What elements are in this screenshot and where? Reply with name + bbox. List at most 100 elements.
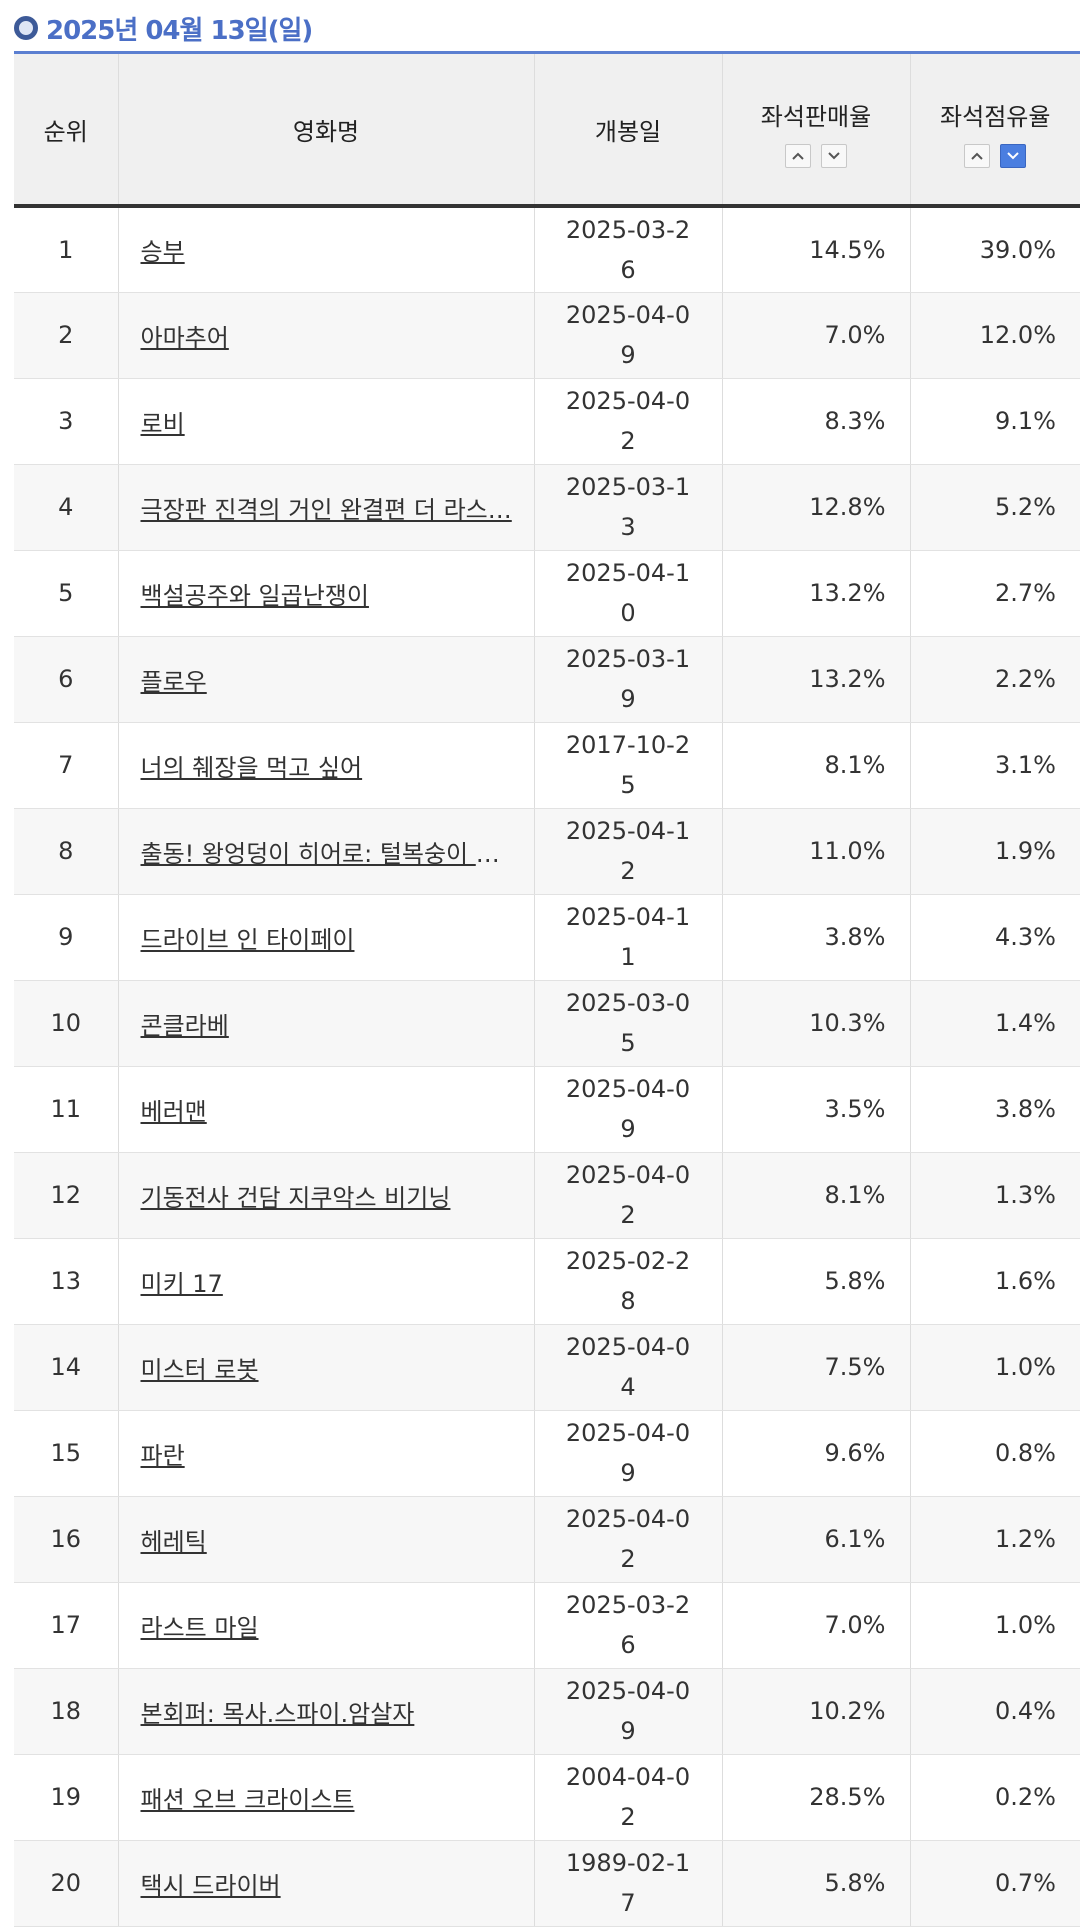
share-rate-cell: 0.2% [909, 1754, 1080, 1841]
share-rate-sort-asc-button[interactable] [964, 143, 991, 168]
release-date-cell: 2025-04-02 [533, 378, 722, 465]
rank-cell: 16 [14, 1496, 118, 1583]
sales-rate-sort-asc-button[interactable] [785, 143, 811, 168]
movie-title-link[interactable]: 극장판 진격의 거인 완결편 더 라스… [140, 495, 512, 524]
movie-title-link[interactable]: 베러맨 [140, 1097, 207, 1126]
movie-title-link[interactable]: 미키 17 [140, 1269, 223, 1298]
rank-cell: 12 [14, 1152, 118, 1239]
date-heading: 2025년 04월 13일(일) [14, 8, 313, 48]
rank-cell: 8 [14, 808, 118, 895]
rank-cell: 15 [14, 1410, 118, 1497]
share-rate-cell: 1.3% [909, 1152, 1080, 1239]
sales-rate-cell: 6.1% [721, 1496, 910, 1583]
chevron-up-icon [792, 152, 804, 160]
share-rate-cell: 2.2% [909, 636, 1080, 723]
date-heading-text: 2025년 04월 13일(일) [46, 15, 313, 46]
sales-rate-cell: 28.5% [721, 1754, 910, 1841]
sales-rate-cell: 7.0% [721, 1582, 910, 1669]
rank-cell: 14 [14, 1324, 118, 1411]
sales-rate-cell: 11.0% [721, 808, 910, 895]
title-cell: 택시 드라이버 [117, 1840, 534, 1927]
share-rate-cell: 1.4% [909, 980, 1080, 1067]
movie-title-link[interactable]: 미스터 로봇 [140, 1355, 259, 1384]
movie-title-link[interactable]: 백설공주와 일곱난쟁이 [140, 581, 369, 610]
share-rate-cell: 4.3% [909, 894, 1080, 981]
movie-title-link[interactable]: 드라이브 인 타이페이 [140, 925, 355, 954]
movie-title-link[interactable]: 기동전사 건담 지쿠악스 비기닝 [140, 1183, 451, 1212]
release-date-cell: 2025-03-26 [533, 206, 722, 293]
movie-title-link[interactable]: 헤레틱 [140, 1527, 207, 1556]
release-date-cell: 2025-03-13 [533, 464, 722, 551]
rank-cell: 4 [14, 464, 118, 551]
movie-title-link[interactable]: 콘클라베 [140, 1011, 229, 1040]
col-header-share-rate: 좌석점유율 [909, 54, 1080, 208]
share-rate-cell: 1.2% [909, 1496, 1080, 1583]
chevron-up-icon [971, 152, 983, 160]
release-date-cell: 2025-02-28 [533, 1238, 722, 1325]
title-cell: 드라이브 인 타이페이 [117, 894, 534, 981]
release-date-cell: 2025-03-26 [533, 1582, 722, 1669]
table-row: 5 백설공주와 일곱난쟁이 2025-04-10 13.2% 2.7% [14, 550, 1080, 637]
chevron-down-icon [1007, 151, 1019, 159]
share-rate-cell: 0.4% [909, 1668, 1080, 1755]
title-cell: 파란 [117, 1410, 534, 1497]
title-cell: 본회퍼: 목사.스파이.암살자 [117, 1668, 534, 1755]
share-rate-cell: 3.8% [909, 1066, 1080, 1153]
sales-rate-cell: 14.5% [721, 206, 910, 293]
share-rate-sort [911, 143, 1080, 168]
share-rate-sort-desc-button[interactable] [1000, 143, 1027, 168]
title-cell: 플로우 [117, 636, 534, 723]
movie-title-link[interactable]: 너의 췌장을 먹고 싶어 [140, 753, 363, 782]
table-row: 12 기동전사 건담 지쿠악스 비기닝 2025-04-02 8.1% 1.3% [14, 1152, 1080, 1239]
sales-rate-cell: 7.5% [721, 1324, 910, 1411]
table-row: 3 로비 2025-04-02 8.3% 9.1% [14, 378, 1080, 465]
rank-cell: 3 [14, 378, 118, 465]
release-date-cell: 2017-10-25 [533, 722, 722, 809]
movie-title-link[interactable]: 패션 오브 크라이스트 [140, 1785, 355, 1814]
sales-rate-cell: 5.8% [721, 1238, 910, 1325]
movie-title-link[interactable]: 라스트 마일 [140, 1613, 259, 1642]
movie-title-link[interactable]: 택시 드라이버 [140, 1871, 281, 1900]
release-date-cell: 2025-04-09 [533, 1668, 722, 1755]
title-cell: 로비 [117, 378, 534, 465]
sales-rate-label: 좌석판매율 [760, 102, 872, 131]
rank-cell: 11 [14, 1066, 118, 1153]
release-date-cell: 2025-04-09 [533, 292, 722, 379]
rank-cell: 6 [14, 636, 118, 723]
title-cell: 기동전사 건담 지쿠악스 비기닝 [117, 1152, 534, 1239]
movie-title-link[interactable]: 플로우 [140, 667, 207, 696]
col-header-sales-rate: 좌석판매율 [721, 54, 910, 208]
rank-cell: 18 [14, 1668, 118, 1755]
sales-rate-cell: 13.2% [721, 636, 910, 723]
heading-rule [14, 51, 1080, 54]
table-row: 9 드라이브 인 타이페이 2025-04-11 3.8% 4.3% [14, 894, 1080, 981]
sales-rate-cell: 3.5% [721, 1066, 910, 1153]
rank-cell: 20 [14, 1840, 118, 1927]
movie-title-link[interactable]: 본회퍼: 목사.스파이.암살자 [140, 1699, 415, 1728]
table-row: 7 너의 췌장을 먹고 싶어 2017-10-25 8.1% 3.1% [14, 722, 1080, 809]
title-cell: 미키 17 [117, 1238, 534, 1325]
table-row: 2 아마추어 2025-04-09 7.0% 12.0% [14, 292, 1080, 379]
table-row: 17 라스트 마일 2025-03-26 7.0% 1.0% [14, 1582, 1080, 1669]
share-rate-cell: 1.6% [909, 1238, 1080, 1325]
release-date-cell: 2025-03-19 [533, 636, 722, 723]
rank-cell: 19 [14, 1754, 118, 1841]
sales-rate-sort [723, 143, 910, 168]
release-date-cell: 2025-04-02 [533, 1496, 722, 1583]
share-rate-cell: 0.7% [909, 1840, 1080, 1927]
table-row: 6 플로우 2025-03-19 13.2% 2.2% [14, 636, 1080, 723]
sales-rate-cell: 8.3% [721, 378, 910, 465]
col-header-release: 개봉일 [533, 54, 722, 208]
movie-title-link[interactable]: 승부 [140, 238, 185, 267]
table-row: 18 본회퍼: 목사.스파이.암살자 2025-04-09 10.2% 0.4% [14, 1668, 1080, 1755]
title-cell: 출동! 왕엉덩이 히어로: 털복숭이 꼬… [117, 808, 534, 895]
table-row: 19 패션 오브 크라이스트 2004-04-02 28.5% 0.2% [14, 1754, 1080, 1841]
movie-title-link[interactable]: 파란 [140, 1441, 185, 1470]
sales-rate-cell: 3.8% [721, 894, 910, 981]
movie-title-link[interactable]: 출동! 왕엉덩이 히어로: 털복숭이 꼬… [140, 839, 522, 868]
sales-rate-cell: 10.3% [721, 980, 910, 1067]
table-row: 4 극장판 진격의 거인 완결편 더 라스… 2025-03-13 12.8% 5.2% [14, 464, 1080, 551]
sales-rate-sort-desc-button[interactable] [821, 143, 847, 168]
movie-title-link[interactable]: 로비 [140, 409, 185, 438]
movie-title-link[interactable]: 아마추어 [140, 323, 229, 352]
